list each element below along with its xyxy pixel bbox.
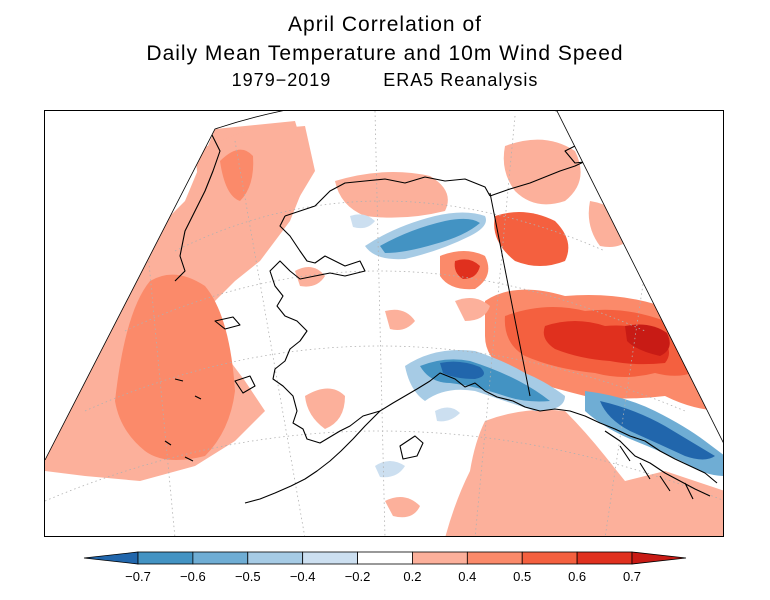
weak-positive-patch-3 (455, 297, 490, 321)
period-label: 1979−2019 (231, 70, 332, 90)
alaska-coastline (269, 176, 718, 484)
colorbar-bin (576, 551, 633, 565)
weak-negative-patch-2 (375, 461, 405, 478)
st-lawrence-island (214, 316, 241, 330)
colorbar-bin (357, 551, 413, 565)
colorbar-bin (302, 551, 358, 565)
strong-negative-southeast-coast (600, 401, 715, 460)
colorbar-bin (521, 551, 578, 565)
colorbar-bin (466, 551, 523, 565)
map-sector-outline (45, 111, 723, 461)
colorbar-tick-label: 0.6 (568, 569, 586, 584)
colorbar-bin-lower-extension (83, 551, 139, 565)
weak-negative-patch-3 (435, 407, 460, 422)
moderate-positive-bering-sea (115, 274, 235, 460)
colorbar-bin (137, 551, 194, 565)
weak-negative-patch-1 (350, 214, 375, 229)
colorbar-bin (247, 551, 304, 565)
southeast-archipelago (604, 430, 711, 500)
positive-region-chukchi-sea (195, 126, 315, 236)
weak-positive-patch-1 (305, 388, 345, 429)
aleutian-islands (164, 378, 202, 462)
graticule (45, 111, 723, 536)
colorbar-tick-label: −0.2 (345, 569, 371, 584)
colorbar-bin (412, 551, 468, 565)
positive-region-brooks-east (494, 212, 569, 266)
nunivak-island (234, 375, 256, 394)
map-frame (44, 110, 724, 537)
positive-region-gulf-of-alaska (445, 409, 723, 536)
title-line-2: Daily Mean Temperature and 10m Wind Spee… (146, 42, 624, 65)
colorbar-tick-label: −0.7 (125, 569, 151, 584)
colorbar: −0.7 −0.6 −0.5 −0.4 −0.2 0.2 0.4 0.5 0.6 0.7 (83, 551, 687, 584)
colorbar-tick-label: 0.7 (623, 569, 641, 584)
colorbar-tick-label: 0.5 (513, 569, 531, 584)
kodiak-island (399, 435, 424, 460)
colorbar-bin (192, 551, 249, 565)
alaska-peninsula (244, 410, 381, 504)
weak-positive-patch-4 (385, 497, 420, 518)
strong-negative-brooks-range (380, 218, 480, 253)
subtitle: 1979−2019 ERA5 Reanalysis (0, 68, 770, 92)
colorbar-tick-label: −0.6 (180, 569, 206, 584)
title-line-1: April Correlation of (288, 13, 482, 36)
positive-region-interior-core (454, 259, 480, 279)
moderate-positive-chukchi (220, 149, 254, 201)
positive-region-beaufort-sea (335, 172, 448, 218)
source-label: ERA5 Reanalysis (383, 70, 539, 90)
colorbar-tick-label: 0.4 (458, 569, 476, 584)
colorbar-tick-label: −0.5 (235, 569, 261, 584)
colorbar-tick-label: 0.2 (403, 569, 421, 584)
figure-title: April Correlation of Daily Mean Temperat… (0, 10, 770, 92)
weak-positive-patch-2 (385, 309, 415, 330)
correlation-map (45, 111, 723, 536)
peak-positive-east (625, 324, 670, 356)
colorbar-tick-label: −0.4 (290, 569, 316, 584)
siberia-coast (174, 130, 221, 282)
alaska-canada-border (489, 192, 531, 397)
strongest-negative-south-central (440, 361, 484, 379)
positive-region-arctic-ne (503, 139, 581, 205)
colorbar-bins (83, 551, 687, 565)
colorbar-bin-upper-extension (631, 551, 687, 565)
colorbar-ticks: −0.7 −0.6 −0.5 −0.4 −0.2 0.2 0.4 0.5 0.6 0.7 (125, 569, 641, 584)
